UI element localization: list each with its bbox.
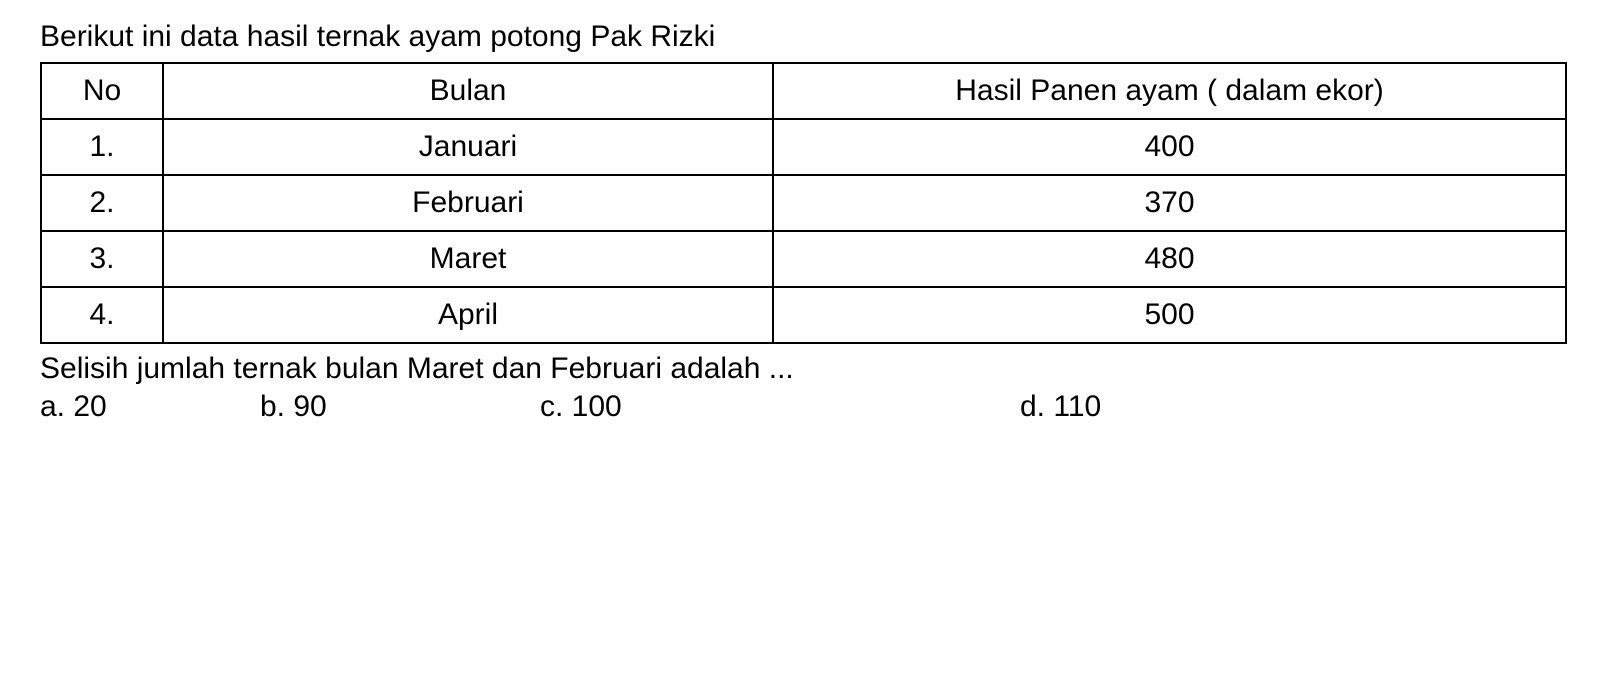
table-row: 3. Maret 480 <box>41 231 1566 287</box>
table-header-row: No Bulan Hasil Panen ayam ( dalam ekor) <box>41 63 1566 119</box>
cell-no: 4. <box>41 287 163 343</box>
cell-no: 3. <box>41 231 163 287</box>
cell-no: 1. <box>41 119 163 175</box>
data-table: No Bulan Hasil Panen ayam ( dalam ekor) … <box>40 62 1567 344</box>
cell-hasil: 480 <box>773 231 1566 287</box>
option-c: c. 100 <box>540 390 1020 424</box>
header-no: No <box>41 63 163 119</box>
cell-bulan: Maret <box>163 231 773 287</box>
cell-hasil: 400 <box>773 119 1566 175</box>
cell-bulan: Januari <box>163 119 773 175</box>
question-followup: Selisih jumlah ternak bulan Maret dan Fe… <box>40 352 1567 386</box>
header-bulan: Bulan <box>163 63 773 119</box>
table-row: 1. Januari 400 <box>41 119 1566 175</box>
cell-bulan: April <box>163 287 773 343</box>
cell-hasil: 500 <box>773 287 1566 343</box>
answer-options: a. 20 b. 90 c. 100 d. 110 <box>40 390 1567 424</box>
cell-bulan: Februari <box>163 175 773 231</box>
option-a: a. 20 <box>40 390 260 424</box>
header-hasil: Hasil Panen ayam ( dalam ekor) <box>773 63 1566 119</box>
table-row: 2. Februari 370 <box>41 175 1566 231</box>
cell-hasil: 370 <box>773 175 1566 231</box>
cell-no: 2. <box>41 175 163 231</box>
table-row: 4. April 500 <box>41 287 1566 343</box>
question-intro: Berikut ini data hasil ternak ayam poton… <box>40 20 1567 54</box>
option-b: b. 90 <box>260 390 540 424</box>
option-d: d. 110 <box>1020 390 1567 424</box>
